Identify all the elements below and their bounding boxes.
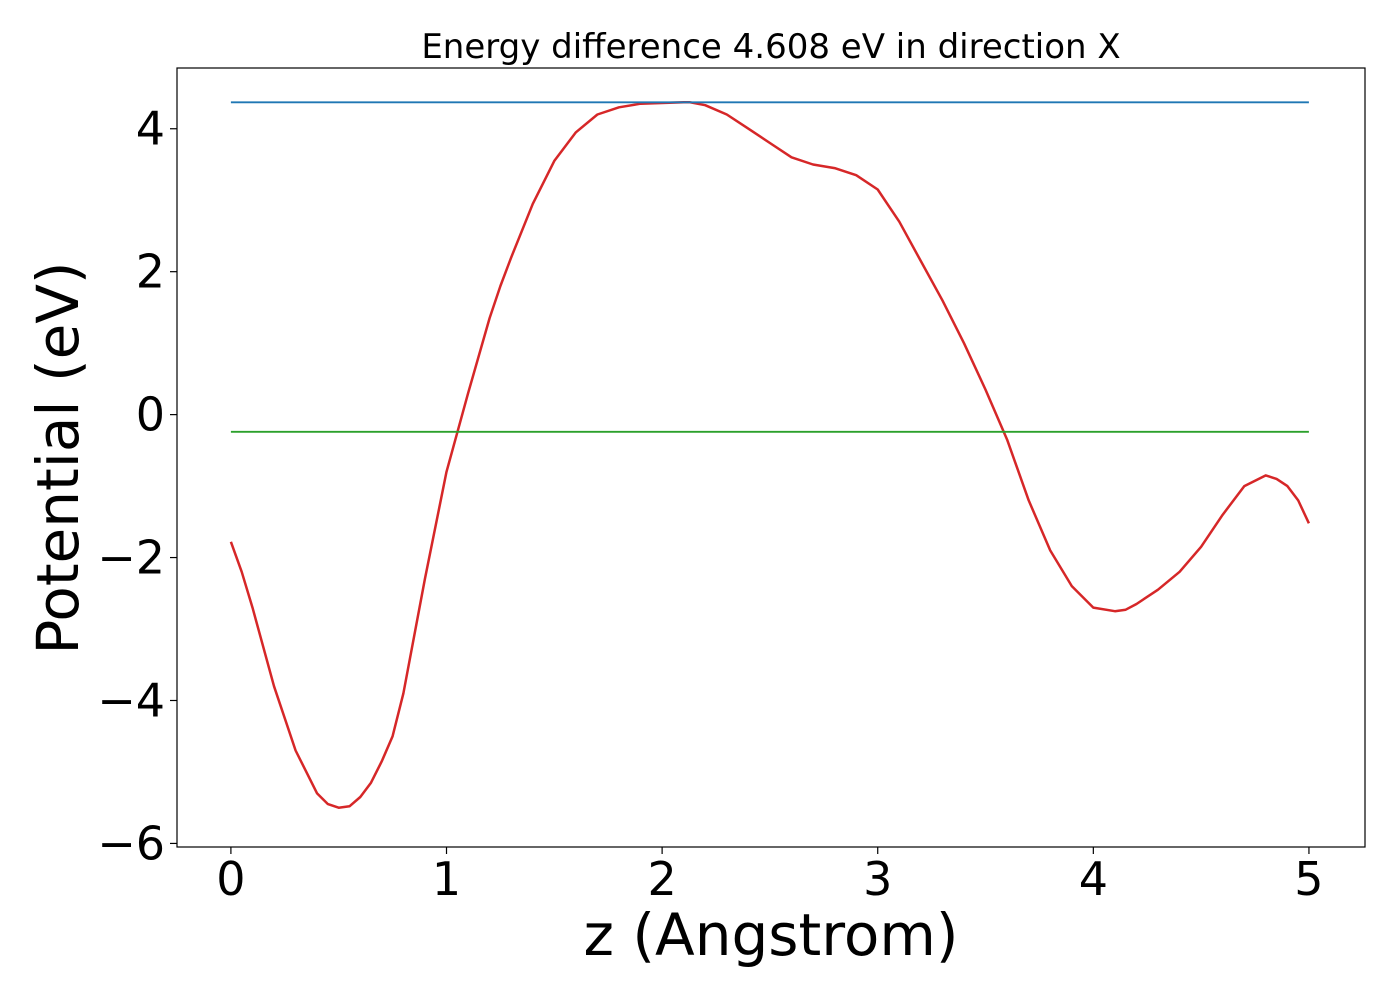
plot-lines [229, 101, 1311, 809]
series-line-potential-curve [229, 101, 1311, 809]
y-tick-label: −4 [97, 673, 165, 727]
y-tick-label: 4 [136, 102, 165, 156]
x-tick-label: 4 [1079, 852, 1108, 906]
chart-title: Energy difference 4.608 eV in direction … [421, 27, 1120, 67]
x-axis-label: z (Angstrom) [584, 901, 959, 969]
x-tick-label: 2 [647, 852, 676, 906]
y-axis-label: Potential (eV) [24, 261, 92, 654]
plot-frame [176, 67, 1366, 848]
x-tick-label: 5 [1294, 852, 1323, 906]
y-tick-label: 0 [136, 388, 165, 442]
x-tick-label: 3 [863, 852, 892, 906]
y-axis-ticks: −6 −4 −2 0 2 4 [97, 102, 177, 870]
y-tick-label: −2 [97, 531, 165, 585]
x-tick-label: 1 [432, 852, 461, 906]
x-axis-ticks: 0 1 2 3 4 5 [216, 847, 1324, 906]
y-tick-label: −6 [97, 816, 165, 870]
x-tick-label: 0 [216, 852, 245, 906]
y-tick-label: 2 [136, 245, 165, 299]
